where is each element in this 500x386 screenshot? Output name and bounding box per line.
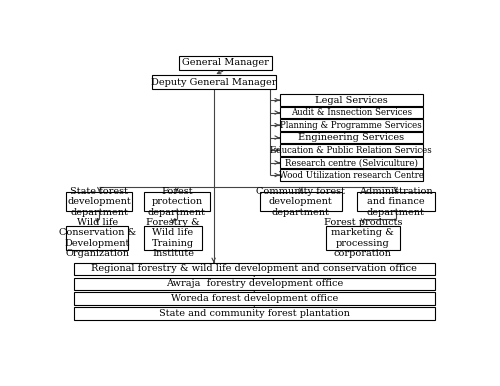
Text: Education & Public Relation Services: Education & Public Relation Services [270, 146, 432, 154]
FancyBboxPatch shape [152, 75, 276, 90]
FancyBboxPatch shape [74, 307, 434, 320]
FancyBboxPatch shape [260, 192, 342, 211]
FancyBboxPatch shape [280, 95, 423, 106]
FancyBboxPatch shape [66, 192, 132, 211]
FancyBboxPatch shape [74, 293, 434, 305]
Text: Wood Utilization research Centre: Wood Utilization research Centre [278, 171, 424, 179]
Text: Legal Services: Legal Services [315, 96, 388, 105]
FancyBboxPatch shape [280, 132, 423, 143]
Text: Community forest
development
department: Community forest development department [256, 187, 346, 217]
Text: State and community forest plantation: State and community forest plantation [159, 309, 350, 318]
Text: Regional forestry & wild life development and conservation office: Regional forestry & wild life developmen… [92, 264, 417, 273]
FancyBboxPatch shape [280, 169, 423, 181]
FancyBboxPatch shape [74, 278, 434, 290]
Text: State forest
development
department: State forest development department [68, 187, 131, 217]
Text: Forest
protection
department: Forest protection department [148, 187, 206, 217]
Text: Deputy General Manager: Deputy General Manager [151, 78, 276, 87]
Text: Forest products
marketing &
processing
corporation: Forest products marketing & processing c… [324, 218, 402, 258]
Text: Woreda forest development office: Woreda forest development office [170, 294, 338, 303]
Text: Awraja  forestry development office: Awraja forestry development office [166, 279, 343, 288]
Text: General Manager: General Manager [182, 58, 268, 68]
FancyBboxPatch shape [74, 263, 434, 275]
Text: Planning & Programme Services: Planning & Programme Services [280, 120, 422, 130]
Text: Wild life
Conservation &
Development
Organization: Wild life Conservation & Development Org… [59, 218, 136, 258]
FancyBboxPatch shape [144, 192, 210, 211]
Text: Administration
and finance
department: Administration and finance department [359, 187, 432, 217]
Text: Forestry &
Wild life
Training
Institute: Forestry & Wild life Training Institute [146, 218, 200, 258]
FancyBboxPatch shape [280, 107, 423, 118]
FancyBboxPatch shape [326, 226, 400, 250]
FancyBboxPatch shape [280, 119, 423, 131]
FancyBboxPatch shape [179, 56, 272, 70]
Text: Engineering Services: Engineering Services [298, 133, 405, 142]
FancyBboxPatch shape [357, 192, 434, 211]
Text: Research centre (Selviculture): Research centre (Selviculture) [284, 158, 418, 167]
FancyBboxPatch shape [144, 226, 202, 250]
Text: Audit & Insnection Services: Audit & Insnection Services [290, 108, 412, 117]
FancyBboxPatch shape [66, 226, 128, 250]
FancyBboxPatch shape [280, 144, 423, 156]
FancyBboxPatch shape [280, 157, 423, 168]
